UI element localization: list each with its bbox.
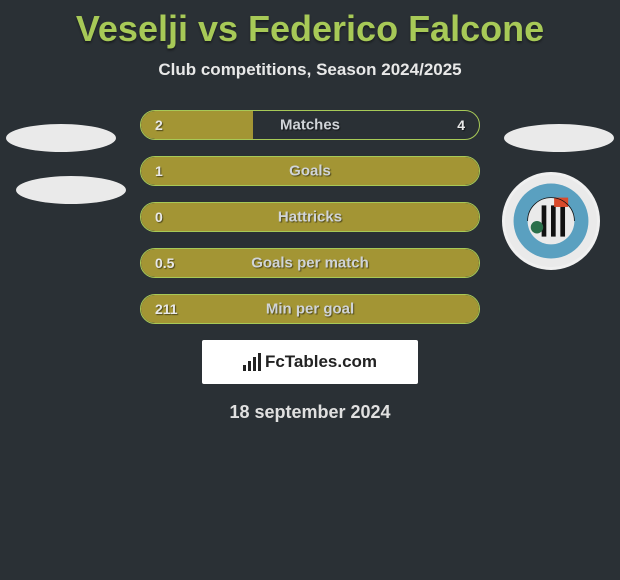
stat-value-right: 4 bbox=[457, 117, 465, 133]
stat-label: Goals bbox=[141, 163, 479, 180]
stat-row-goals: 1 Goals bbox=[140, 156, 480, 186]
stat-row-hattricks: 0 Hattricks bbox=[140, 202, 480, 232]
brand-box[interactable]: FcTables.com bbox=[202, 340, 418, 384]
brand-text: FcTables.com bbox=[265, 352, 377, 372]
stat-row-goals-per-match: 0.5 Goals per match bbox=[140, 248, 480, 278]
brand-chart-icon bbox=[243, 353, 261, 371]
stat-label: Goals per match bbox=[141, 255, 479, 272]
stat-row-matches: 2 Matches 4 bbox=[140, 110, 480, 140]
date-text: 18 september 2024 bbox=[0, 402, 620, 423]
page-title: Veselji vs Federico Falcone bbox=[0, 0, 620, 50]
stat-label: Min per goal bbox=[141, 301, 479, 318]
subtitle: Club competitions, Season 2024/2025 bbox=[0, 60, 620, 80]
stats-area: 2 Matches 4 1 Goals 0 Hattricks 0.5 Goal… bbox=[0, 110, 620, 324]
stat-row-min-per-goal: 211 Min per goal bbox=[140, 294, 480, 324]
stat-label: Hattricks bbox=[141, 209, 479, 226]
stat-label: Matches bbox=[141, 117, 479, 134]
